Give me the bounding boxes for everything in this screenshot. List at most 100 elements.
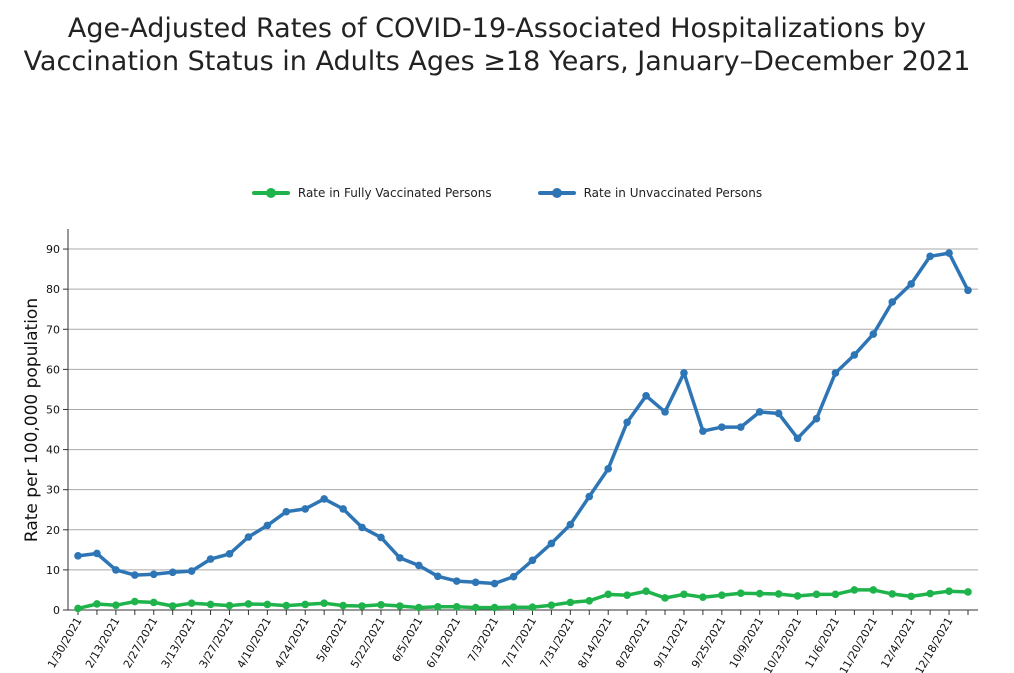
data-point xyxy=(244,600,253,608)
x-tick-label: 7/3/2021 xyxy=(465,615,501,664)
data-point xyxy=(149,598,158,607)
data-point xyxy=(642,392,650,400)
data-point xyxy=(131,597,139,606)
data-point xyxy=(433,602,442,611)
data-point xyxy=(642,587,650,595)
data-point xyxy=(755,408,764,416)
x-tick-label: 2/27/2021 xyxy=(121,615,160,670)
data-point xyxy=(926,252,934,261)
data-point xyxy=(93,549,101,558)
data-point xyxy=(888,298,897,306)
data-point xyxy=(680,369,688,377)
data-point xyxy=(869,330,878,338)
data-point xyxy=(74,552,82,560)
data-point xyxy=(282,507,291,516)
data-point xyxy=(301,505,310,513)
data-point xyxy=(187,599,196,607)
x-tick-label: 4/10/2021 xyxy=(234,615,273,670)
data-point xyxy=(812,414,821,423)
data-point xyxy=(282,601,291,610)
series-1 xyxy=(74,249,972,588)
data-point xyxy=(945,249,953,257)
data-point xyxy=(661,594,669,602)
data-point xyxy=(964,286,972,295)
data-point xyxy=(396,602,404,610)
y-tick-label-50: 50 xyxy=(46,403,60,416)
legend-label-unvaccinated: Rate in Unvaccinated Persons xyxy=(583,186,763,200)
legend-swatch-unvaccinated xyxy=(537,188,576,198)
data-point xyxy=(566,598,575,607)
data-point xyxy=(301,600,310,609)
data-point xyxy=(623,591,631,599)
data-point xyxy=(718,591,726,599)
series-0 xyxy=(74,586,972,613)
legend-item-unvaccinated[interactable]: Rate in Unvaccinated Persons xyxy=(537,186,763,200)
data-point xyxy=(206,555,215,563)
data-point xyxy=(547,539,556,548)
y-tick-label-30: 30 xyxy=(46,484,60,497)
data-point xyxy=(471,578,480,587)
data-point xyxy=(112,601,120,609)
legend-swatch-vaccinated xyxy=(251,188,290,198)
data-point xyxy=(964,588,972,596)
data-point xyxy=(604,590,613,599)
data-point xyxy=(452,602,461,611)
x-tick-label: 7/31/2021 xyxy=(537,615,576,670)
y-tick-label-10: 10 xyxy=(46,564,60,577)
x-tick-label: 11/6/2021 xyxy=(803,615,842,670)
x-tick-label: 12/4/2021 xyxy=(878,615,917,670)
data-point xyxy=(831,369,840,377)
data-point xyxy=(509,603,518,611)
data-point xyxy=(907,280,915,288)
series-line xyxy=(76,251,970,586)
y-tick-label-40: 40 xyxy=(46,444,60,457)
x-tick-label: 10/9/2021 xyxy=(727,615,766,670)
data-point xyxy=(736,423,745,431)
data-point xyxy=(680,590,688,599)
data-point xyxy=(585,492,594,501)
data-point xyxy=(793,592,802,600)
data-point xyxy=(831,590,840,599)
x-tick-label: 1/30/2021 xyxy=(45,615,84,670)
data-point xyxy=(869,586,878,594)
y-tick-label-0: 0 xyxy=(53,604,60,617)
legend-item-vaccinated[interactable]: Rate in Fully Vaccinated Persons xyxy=(251,186,492,200)
y-axis-label: Rate per 100,000 population xyxy=(22,298,42,542)
data-point xyxy=(755,589,764,598)
data-point xyxy=(623,418,631,427)
data-point xyxy=(888,590,897,598)
data-point xyxy=(377,533,385,542)
data-point xyxy=(225,550,234,558)
data-point xyxy=(793,434,802,443)
data-point xyxy=(604,465,613,473)
x-tick-label: 5/8/2021 xyxy=(314,615,350,664)
x-tick-label: 8/28/2021 xyxy=(613,615,652,670)
data-point xyxy=(945,587,953,595)
x-tick-label: 3/13/2021 xyxy=(159,615,198,670)
legend-label-vaccinated: Rate in Fully Vaccinated Persons xyxy=(297,186,492,200)
data-point xyxy=(320,495,328,503)
data-point xyxy=(131,571,139,579)
data-point xyxy=(736,589,745,597)
x-tick-label: 6/5/2021 xyxy=(389,615,425,664)
data-point xyxy=(244,533,253,541)
data-point xyxy=(168,602,177,610)
data-point xyxy=(149,570,158,579)
data-point xyxy=(509,572,518,581)
data-point xyxy=(206,600,215,609)
chart-title: Age-Adjusted Rates of COVID-19-Associate… xyxy=(23,13,971,77)
data-point xyxy=(490,579,499,588)
x-tick-label: 5/22/2021 xyxy=(348,615,387,670)
data-point xyxy=(907,592,915,601)
data-point xyxy=(263,521,272,530)
data-point xyxy=(187,567,196,575)
data-point xyxy=(74,604,82,613)
y-tick-label-90: 90 xyxy=(46,243,60,256)
data-point xyxy=(528,556,537,565)
data-point xyxy=(850,351,859,359)
x-tick-label: 9/25/2021 xyxy=(689,615,728,670)
data-point xyxy=(585,596,594,605)
y-tick-label-80: 80 xyxy=(46,283,60,296)
x-tick-label: 9/11/2021 xyxy=(651,615,690,670)
